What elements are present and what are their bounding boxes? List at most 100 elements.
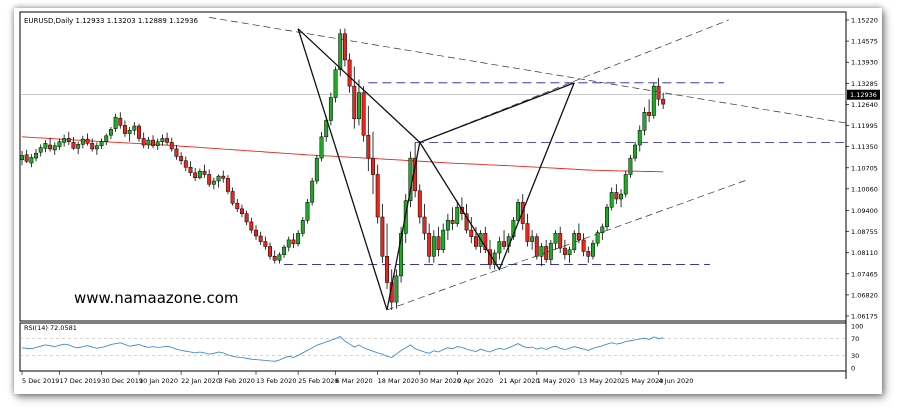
candle-body — [656, 85, 661, 100]
candle-body — [216, 175, 221, 182]
price-tick-label: 1.12640 — [851, 101, 878, 109]
candle-body — [525, 223, 530, 242]
candle-body — [576, 233, 581, 241]
candle-body — [183, 160, 188, 168]
price-axis: 1.15220 1.14575 1.13930 1.13285 1.12640 1.119… — [846, 17, 880, 321]
candle-body — [375, 174, 380, 218]
candle-body — [193, 172, 198, 178]
candle-body — [422, 216, 427, 234]
price-tick-label: 1.08755 — [851, 228, 878, 236]
candle-body — [385, 256, 389, 283]
candle-body — [338, 33, 343, 70]
candle-body — [230, 191, 235, 204]
candle-body — [520, 202, 525, 224]
date-tick-label: 13 May 2020 — [579, 377, 621, 385]
date-tick-label: 13 Feb 2020 — [256, 377, 296, 385]
candle-body — [553, 233, 558, 244]
candle-body — [469, 229, 474, 237]
candle-body — [581, 239, 586, 252]
candle-body — [34, 152, 38, 159]
candle-body — [249, 221, 254, 231]
candle-body — [483, 233, 488, 250]
candle-body — [455, 206, 460, 224]
pattern-xb-leg — [297, 28, 421, 143]
rsi-panel-border — [19, 322, 847, 372]
trendlines — [209, 17, 847, 311]
candle-body — [225, 178, 230, 192]
candle-body — [324, 120, 329, 138]
candle-body — [544, 246, 549, 260]
rsi-tick-label: 70 — [851, 335, 859, 343]
candle-body — [427, 233, 432, 257]
date-tick-label: 25 Feb 2020 — [298, 377, 338, 385]
date-tick-label: 25 May 2020 — [621, 377, 663, 385]
candle-body — [647, 112, 652, 116]
candle-body — [333, 69, 338, 98]
candle-body — [169, 142, 174, 150]
candle-body — [99, 141, 104, 146]
candle-body — [511, 220, 516, 237]
candle-body — [534, 236, 539, 257]
candle-body — [347, 59, 352, 87]
date-tick-label: 21 Apr 2020 — [499, 377, 539, 385]
candle-body — [394, 275, 399, 303]
horizontal-levels — [20, 82, 846, 265]
candle-body — [137, 125, 141, 139]
candle-body — [254, 229, 258, 237]
price-tick-label: 1.06820 — [851, 291, 878, 299]
candle-body — [155, 141, 160, 146]
date-tick-label: 5 Dec 2019 — [22, 377, 59, 385]
candle-body — [286, 239, 291, 248]
price-tick-label: 1.14575 — [851, 38, 878, 46]
candle-body — [342, 33, 347, 61]
date-tick-label: 22 Jan 2020 — [181, 377, 220, 385]
candle-body — [62, 138, 67, 143]
candle-body — [595, 232, 600, 244]
candle-body — [464, 213, 469, 231]
candle-body — [263, 241, 268, 247]
lower-trendline — [386, 179, 748, 311]
candle-body — [357, 92, 361, 120]
candle-body — [441, 229, 446, 250]
candle-body — [614, 192, 619, 200]
candlesticks — [20, 28, 666, 310]
price-tick-label: 1.08110 — [851, 249, 878, 257]
candle-body — [80, 138, 85, 145]
candle-body — [609, 192, 614, 208]
candle-body — [319, 136, 324, 159]
rsi-line — [21, 336, 664, 362]
main-plot-border — [19, 11, 847, 322]
candle-body — [530, 236, 535, 242]
upper-trendline — [209, 17, 847, 124]
candle-body — [371, 157, 375, 175]
candle-body — [352, 85, 357, 120]
candle-body — [305, 202, 310, 221]
candle-body — [600, 226, 605, 233]
candle-body — [361, 92, 366, 136]
candle-body — [380, 216, 385, 257]
candle-body — [591, 242, 595, 257]
candle-body — [90, 143, 95, 150]
candle-body — [436, 236, 441, 250]
candle-body — [366, 134, 371, 159]
date-tick-label: 6 Mar 2020 — [336, 377, 373, 385]
candle-body — [57, 141, 62, 147]
rsi-tick-label: 30 — [851, 352, 859, 360]
candle-body — [619, 193, 623, 200]
candle-body — [417, 190, 422, 218]
candle-body — [450, 220, 455, 224]
pattern-legs — [297, 28, 575, 311]
candle-body — [146, 139, 151, 146]
candle-body — [132, 125, 137, 131]
candle-body — [43, 143, 48, 149]
candle-body — [474, 236, 478, 247]
candle-body — [633, 144, 638, 159]
candle-body — [651, 85, 656, 116]
candle-body — [38, 147, 43, 153]
candle-body — [71, 142, 76, 149]
candle-body — [516, 202, 521, 221]
candle-body — [123, 125, 127, 134]
candle-body — [637, 130, 642, 146]
rsi-tick-label: 0 — [851, 365, 855, 373]
